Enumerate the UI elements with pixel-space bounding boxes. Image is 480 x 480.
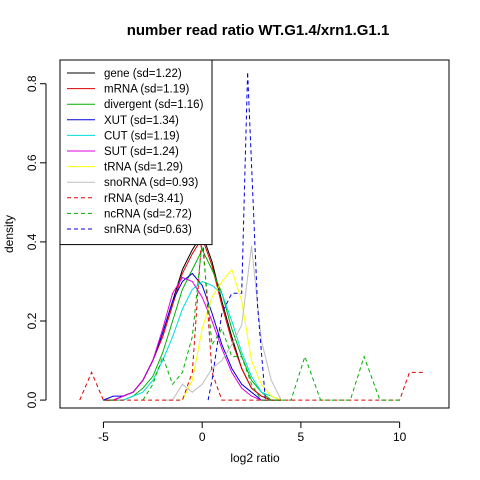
x-axis-label: log2 ratio (230, 451, 280, 465)
legend-label-6: tRNA (sd=1.29) (104, 162, 183, 174)
legend-label-8: rRNA (sd=3.41) (104, 193, 184, 205)
y-tick-label-2: 0.4 (25, 233, 39, 250)
legend-label-5: SUT (sd=1.24) (104, 146, 179, 158)
series-line-5 (113, 276, 272, 401)
series-line-9 (142, 241, 400, 401)
chart-title: number read ratio WT.G1.4/xrn1.G1.1 (127, 22, 390, 39)
x-tick-label-3: 10 (393, 430, 407, 444)
series-line-4 (113, 280, 282, 401)
legend-label-1: mRNA (sd=1.19) (104, 84, 189, 96)
series-line-0 (103, 232, 282, 401)
y-tick-label-3: 0.6 (25, 154, 39, 171)
y-tick-label-1: 0.2 (25, 312, 39, 329)
series-line-8 (79, 229, 424, 401)
legend-label-7: snoRNA (sd=0.93) (104, 177, 198, 189)
x-tick-label-2: 5 (298, 430, 305, 444)
series-line-10 (207, 71, 266, 401)
legend-box (59, 59, 213, 246)
legend: gene (sd=1.22) mRNA (sd=1.19) divergent (s… (59, 59, 213, 246)
y-tick-label-4: 0.8 (25, 75, 39, 92)
legend-label-4: CUT (sd=1.19) (104, 130, 180, 142)
series-layer (79, 71, 424, 401)
y-axis-label: density (2, 215, 16, 253)
legend-label-3: XUT (sd=1.34) (104, 115, 179, 127)
x-tick-label-1: 0 (199, 430, 206, 444)
legend-label-9: ncRNA (sd=2.72) (104, 208, 192, 220)
x-tick-label-0: -5 (98, 430, 109, 444)
series-line-7 (162, 245, 282, 401)
legend-label-0: gene (sd=1.22) (104, 68, 182, 80)
axes: -5 0 5 10 0.0 0.2 0.4 0.6 0.8 (25, 75, 407, 444)
series-line-1 (103, 236, 282, 401)
legend-label-2: divergent (sd=1.16) (104, 99, 204, 111)
legend-label-10: snRNA (sd=0.63) (104, 224, 192, 236)
y-tick-label-0: 0.0 (25, 391, 39, 408)
